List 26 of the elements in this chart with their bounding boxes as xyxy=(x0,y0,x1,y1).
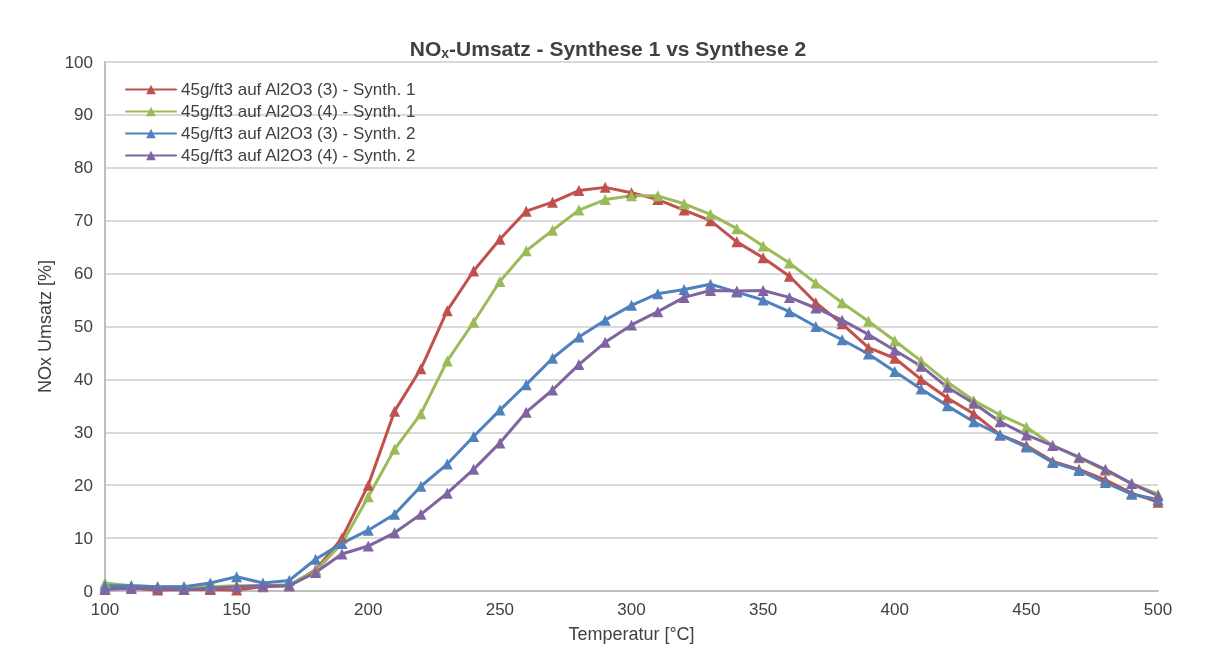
x-tick-label: 350 xyxy=(748,600,778,619)
x-tick-label: 150 xyxy=(222,600,251,619)
y-tick-label: 90 xyxy=(74,105,93,125)
y-tick-label: 60 xyxy=(74,264,93,284)
y-tick-label: 80 xyxy=(74,158,93,178)
legend-label: 45g/ft3 auf Al2O3 (4) - Synth. 1 xyxy=(181,102,416,121)
x-tick-label: 400 xyxy=(880,600,909,619)
legend-label: 45g/ft3 auf Al2O3 (3) - Synth. 2 xyxy=(181,124,416,143)
x-tick-label: 450 xyxy=(1012,600,1041,619)
y-tick-label: 0 xyxy=(83,581,93,601)
legend-label: 45g/ft3 auf Al2O3 (4) - Synth. 2 xyxy=(181,146,416,165)
y-tick-label: 30 xyxy=(74,422,93,442)
x-tick-label: 300 xyxy=(617,600,646,619)
x-axis-title: Temperatur [°C] xyxy=(568,624,695,644)
x-tick-label: 250 xyxy=(485,600,515,619)
x-tick-label: 500 xyxy=(1143,600,1173,619)
y-tick-label: 40 xyxy=(74,369,93,389)
y-tick-label: 100 xyxy=(64,52,93,72)
y-tick-label: 50 xyxy=(74,317,93,336)
y-tick-label: 10 xyxy=(74,528,93,548)
y-axis-title: NOx Umsatz [%] xyxy=(34,259,55,394)
x-tick-label: 200 xyxy=(354,600,383,619)
x-tick-label: 100 xyxy=(90,600,120,619)
y-tick-label: 20 xyxy=(74,475,93,495)
y-tick-label: 70 xyxy=(74,211,93,231)
legend-label: 45g/ft3 auf Al2O3 (3) - Synth. 1 xyxy=(181,80,416,99)
